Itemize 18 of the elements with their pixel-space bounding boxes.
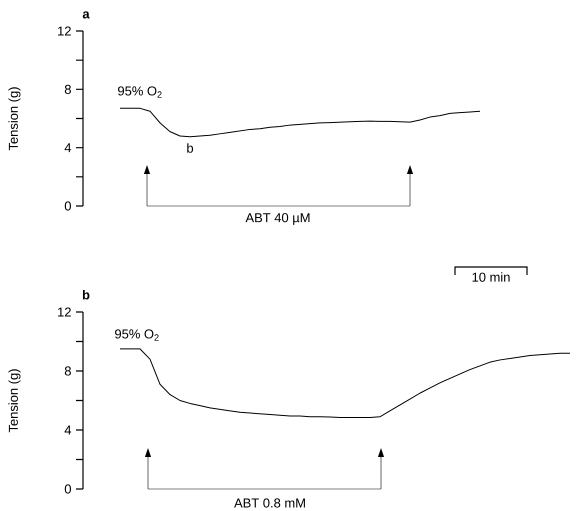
y-axis-title: Tension (g) <box>8 369 20 432</box>
y-axis-title: Tension (g) <box>8 87 20 150</box>
y-tick-label: 4 <box>64 143 72 152</box>
y-tick-label: 0 <box>64 484 71 494</box>
text: ABT 40 µM <box>246 213 310 225</box>
y-tick-label: 12 <box>58 307 71 317</box>
chart-title: b <box>82 290 90 300</box>
annotation: b <box>187 143 194 153</box>
y-tick-label: 8 <box>64 84 71 94</box>
y-tick-label: 4 <box>64 426 72 434</box>
chart-title: a <box>82 11 90 18</box>
annotation: 95% O$_{2}$ <box>115 329 159 341</box>
y-tick-label: 12 <box>58 26 71 36</box>
annotation: 95% O$_{2}$ <box>118 86 162 98</box>
y-tick-label: 0 <box>64 201 71 211</box>
text: ABT 0.8 mM <box>234 498 305 508</box>
y-tick-label: 8 <box>64 366 71 376</box>
text: 10 min <box>472 272 510 282</box>
